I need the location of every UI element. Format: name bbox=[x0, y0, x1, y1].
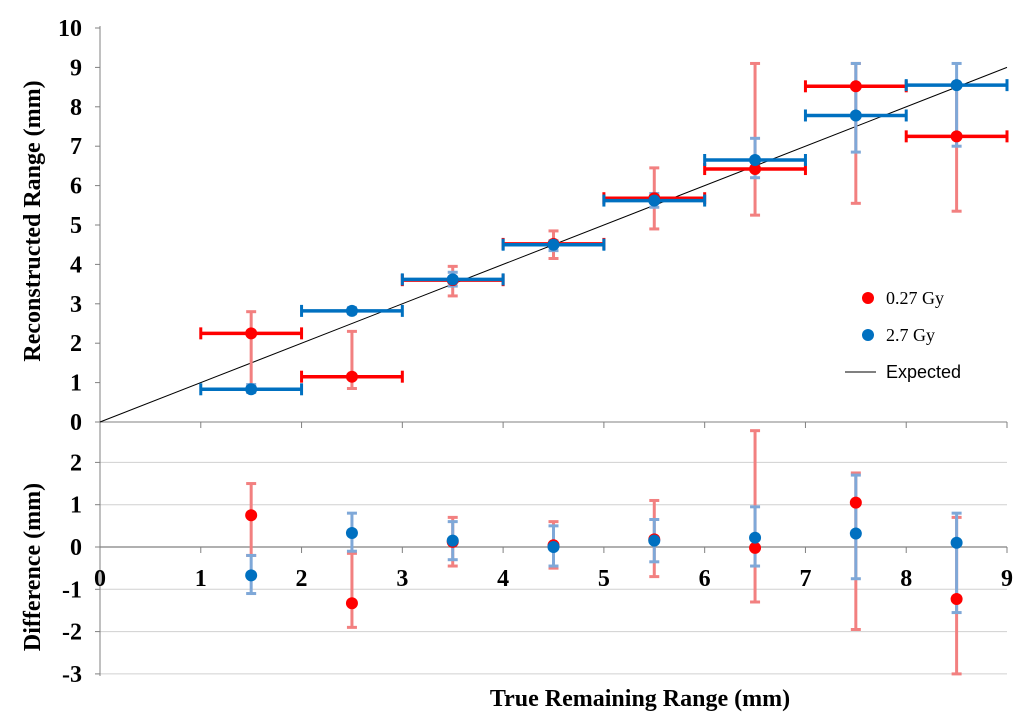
bottom-27gy-marker bbox=[547, 541, 560, 553]
x-tick-label: 3 bbox=[396, 566, 408, 592]
bottom-27gy-marker bbox=[749, 531, 762, 544]
legend-label-027gy: 0.27 Gy bbox=[886, 288, 944, 308]
bottom-27gy-marker bbox=[245, 569, 258, 582]
top-y-tick-label: 8 bbox=[70, 95, 82, 121]
x-tick-label: 5 bbox=[598, 566, 610, 592]
top-y-tick-label: 7 bbox=[70, 134, 82, 160]
bottom-y-tick-label: 2 bbox=[70, 450, 82, 476]
top-27gy-marker bbox=[345, 304, 358, 317]
bottom-027gy-marker bbox=[345, 597, 358, 610]
top-27gy-marker bbox=[749, 153, 762, 166]
bottom-27gy-marker bbox=[950, 536, 963, 549]
x-tick-label: 7 bbox=[799, 566, 811, 592]
top-027gy-marker bbox=[245, 327, 258, 340]
legend-label-27gy: 2.7 Gy bbox=[886, 325, 935, 345]
x-tick-label: 4 bbox=[497, 566, 509, 592]
bottom-27gy-marker bbox=[446, 534, 459, 547]
bottom-27gy-marker bbox=[345, 527, 358, 540]
top-27gy-marker bbox=[648, 194, 661, 207]
bottom-027gy-marker bbox=[849, 496, 862, 509]
legend: 0.27 Gy 2.7 Gy Expected bbox=[845, 288, 961, 382]
bottom-y-tick-label: 0 bbox=[70, 535, 82, 561]
legend-marker-027gy bbox=[862, 292, 874, 304]
legend-marker-27gy bbox=[862, 329, 874, 341]
top-y-tick-label: 3 bbox=[70, 292, 82, 318]
top-27gy-marker bbox=[547, 238, 560, 251]
bottom-y-tick-label: -1 bbox=[62, 577, 82, 603]
bottom-27gy-marker bbox=[849, 527, 862, 540]
top-027gy-marker bbox=[849, 80, 862, 93]
top-y-tick-label: 0 bbox=[70, 410, 82, 436]
top-y-tick-label: 6 bbox=[70, 174, 82, 200]
top-y-tick-label: 5 bbox=[70, 213, 82, 239]
x-tick-label: 1 bbox=[195, 566, 207, 592]
top-y-tick-label: 2 bbox=[70, 331, 82, 357]
top-y-tick-label: 4 bbox=[70, 252, 82, 278]
axes-layer bbox=[95, 26, 1008, 676]
top-27gy-marker bbox=[950, 79, 963, 92]
bottom-y-tick-label: 1 bbox=[70, 493, 82, 519]
x-tick-label: 6 bbox=[699, 566, 711, 592]
x-tick-label: 9 bbox=[1001, 566, 1013, 592]
bottom-y-tick-label: -2 bbox=[62, 620, 82, 646]
top-y-tick-label: 9 bbox=[70, 55, 82, 81]
top-y-tick-label: 1 bbox=[70, 371, 82, 397]
x-tick-label: 8 bbox=[900, 566, 912, 592]
top-027gy-marker bbox=[345, 370, 358, 383]
x-axis-title: True Remaining Range (mm) bbox=[490, 686, 790, 712]
bottom-027gy-marker bbox=[749, 541, 762, 554]
x-tick-label: 2 bbox=[296, 566, 308, 592]
top-027gy-marker bbox=[950, 130, 963, 143]
top-y-axis-title: Reconstructed Range (mm) bbox=[20, 80, 46, 361]
legend-label-expected: Expected bbox=[886, 362, 961, 382]
bottom-027gy-marker bbox=[950, 593, 963, 606]
bottom-y-tick-label: -3 bbox=[62, 662, 82, 688]
data-layer bbox=[99, 61, 1009, 676]
x-tick-label: 0 bbox=[94, 566, 106, 592]
top-27gy-marker bbox=[446, 273, 459, 286]
top-27gy-marker bbox=[245, 383, 258, 396]
bottom-y-axis-title: Difference (mm) bbox=[20, 483, 46, 651]
bottom-27gy-marker bbox=[648, 534, 661, 547]
top-027gy-marker bbox=[749, 163, 762, 176]
top-y-tick-label: 10 bbox=[58, 16, 82, 42]
bottom-027gy-marker bbox=[245, 509, 258, 522]
top-27gy-marker bbox=[849, 109, 862, 122]
